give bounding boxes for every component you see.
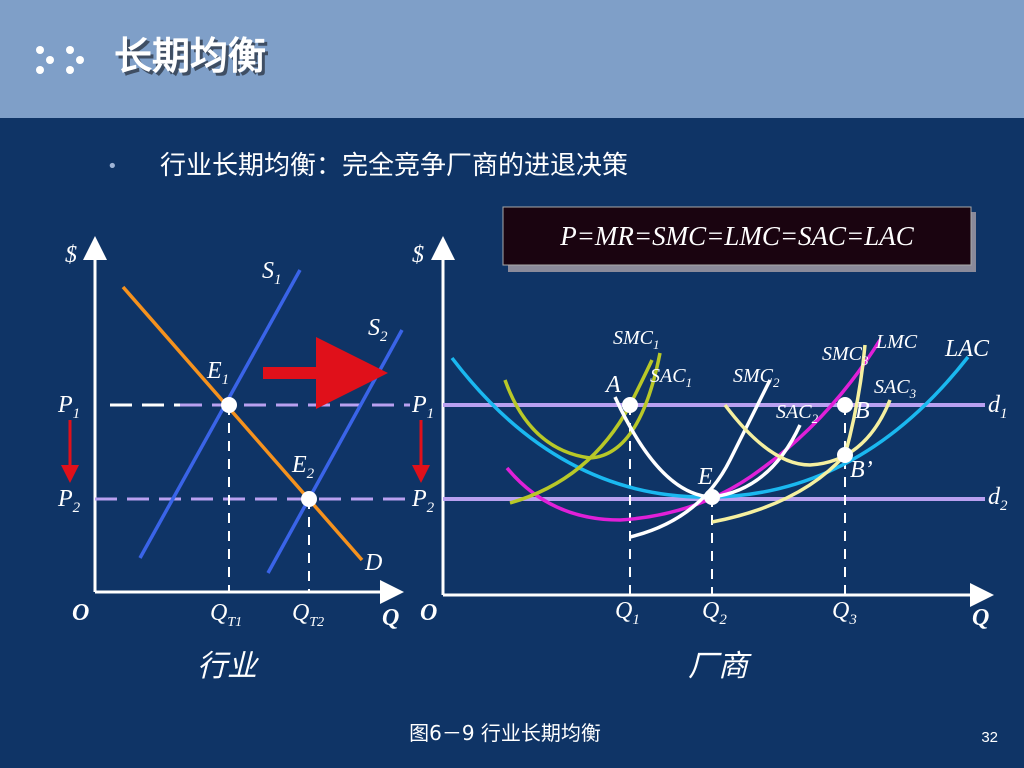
point-label: E1	[206, 358, 229, 388]
curve-label: S1	[262, 258, 282, 288]
title-shadow: 长期均衡	[117, 37, 269, 81]
price-label: P1	[57, 392, 80, 422]
curve-label: d1	[988, 392, 1008, 422]
industry-labels: $ O Q S1 S2 E1 E2 D P1 P2 QT1 QT2 行业	[57, 242, 399, 684]
curve-label: SMC2	[733, 365, 780, 390]
curve-label: SMC1	[613, 327, 660, 352]
point-label: E2	[291, 452, 315, 482]
curve-label: LMC	[875, 331, 918, 353]
panel-caption: 厂商	[688, 649, 752, 684]
quantity-label: Q2	[702, 598, 727, 628]
curve-label: d2	[988, 484, 1008, 514]
supply-s1	[138, 269, 302, 559]
firm-curves	[450, 339, 970, 539]
firm-points	[622, 397, 853, 505]
bullet-mark: •	[107, 156, 118, 177]
formula-box	[502, 206, 972, 266]
firm-labels: $ O Q P1 P2 Q1 Q2 Q3 SMC1 SAC1 SMC2 SAC2…	[411, 242, 1008, 684]
sac3-curve	[723, 399, 892, 467]
origin-label: O	[420, 600, 437, 626]
supply-s2	[266, 329, 404, 574]
formula: P=MR=SMC=LMC=SAC=LAC	[559, 221, 915, 251]
bullet-text: 行业长期均衡：完全竞争厂商的进退决策	[160, 151, 628, 181]
point-e2	[301, 491, 317, 507]
smc2-curve	[629, 379, 772, 539]
industry-drops	[228, 405, 310, 592]
page-number: 32	[981, 729, 998, 746]
figure-caption: 图6－9 行业长期均衡	[409, 721, 601, 745]
smc1-curve	[509, 359, 654, 505]
point-label: B’	[850, 457, 873, 483]
y-axis-label: $	[65, 242, 77, 268]
point-label: A	[604, 372, 621, 398]
y-axis-label: $	[412, 242, 424, 268]
curve-label: SAC3	[874, 376, 917, 401]
header-band	[0, 0, 1024, 118]
price-label: P2	[411, 486, 435, 516]
point-label: E	[697, 464, 713, 490]
curve-label: S2	[368, 315, 388, 345]
point-label: B	[855, 398, 870, 424]
origin-label: O	[72, 600, 89, 626]
curve-label: LAC	[944, 336, 990, 362]
firm-drops	[629, 405, 846, 595]
quantity-label: Q1	[615, 598, 640, 628]
x-axis-label: Q	[382, 605, 399, 631]
x-axis-label: Q	[972, 605, 989, 631]
quantity-label: Q3	[832, 598, 857, 628]
price-label: P1	[411, 392, 434, 422]
point-e1	[221, 397, 237, 413]
curve-label: SAC2	[776, 401, 819, 426]
bullet-dots	[36, 46, 84, 74]
demand-curve	[121, 285, 364, 562]
curve-label: D	[364, 550, 382, 576]
curve-label: SAC1	[650, 365, 692, 390]
panel-caption: 行业	[197, 649, 259, 684]
quantity-label: QT1	[210, 600, 242, 630]
quantity-label: QT2	[292, 600, 324, 630]
curve-label: SMC3	[822, 343, 869, 368]
price-label: P2	[57, 486, 81, 516]
slide-title: 长期均衡	[114, 34, 266, 78]
industry-axes	[83, 236, 404, 604]
